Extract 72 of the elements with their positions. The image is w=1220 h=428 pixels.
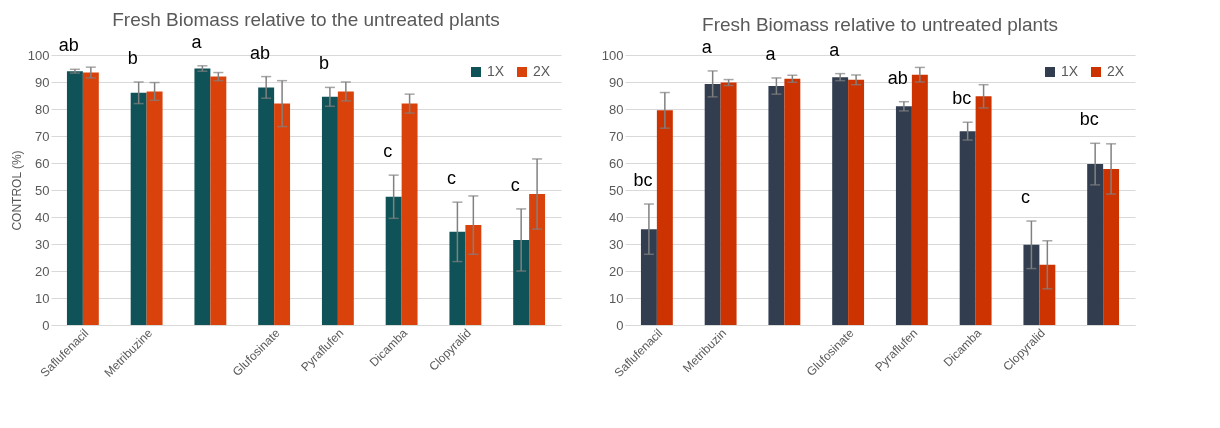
- chart-title: Fresh Biomass relative to untreated plants: [702, 13, 1058, 35]
- y-tick-label: 40: [35, 209, 50, 225]
- annotation: a: [829, 39, 841, 60]
- bar: [1023, 244, 1040, 325]
- annotation: b: [318, 53, 329, 74]
- bar: [449, 231, 466, 325]
- text: a: [191, 31, 203, 52]
- bar: [513, 239, 530, 325]
- y-tick-label: 60: [609, 155, 624, 171]
- y-tick-label: 80: [609, 101, 624, 117]
- bar: [82, 72, 99, 325]
- bar: [321, 96, 338, 325]
- annotation: c: [510, 174, 520, 195]
- annotation: ab: [250, 42, 271, 63]
- bar: [911, 74, 928, 325]
- bar: [1087, 164, 1104, 325]
- y-tick-label: 100: [27, 47, 50, 63]
- bar: [465, 225, 482, 325]
- y-tick-label: 10: [609, 290, 624, 306]
- annotation: b: [127, 48, 138, 68]
- bar: [274, 103, 291, 325]
- bar: [656, 110, 673, 325]
- chart-title: Fresh Biomass relative to the untreated plants: [112, 8, 500, 30]
- annotation: ab: [887, 67, 908, 88]
- y-tick-label: 20: [35, 263, 50, 279]
- annotation: c: [446, 168, 456, 189]
- annotation: bc: [633, 170, 653, 191]
- y-tick-label: 90: [35, 74, 50, 90]
- bar: [975, 96, 992, 325]
- annotation: bc: [1079, 109, 1099, 130]
- y-tick-label: 70: [609, 128, 624, 144]
- legend-label: 1X: [1061, 63, 1079, 79]
- text: ab: [58, 35, 79, 56]
- bar: [529, 194, 546, 325]
- bar: [768, 86, 785, 325]
- bar: [337, 91, 354, 325]
- y-tick-label: 90: [609, 74, 624, 90]
- bar: [401, 103, 418, 325]
- y-tick-label: 0: [42, 317, 50, 333]
- y-tick-label: 30: [609, 236, 624, 252]
- bar: [258, 87, 275, 325]
- y-tick-label: 40: [609, 209, 624, 225]
- annotation: c: [1020, 187, 1030, 208]
- bar: [146, 91, 163, 325]
- legend-label: 1X: [487, 63, 505, 79]
- bar: [959, 131, 976, 325]
- annotation: a: [765, 43, 777, 64]
- bar: [130, 92, 147, 325]
- bar: [704, 83, 721, 325]
- y-tick-label: 100: [601, 47, 624, 63]
- y-axis-title: CONTROL (%): [9, 150, 24, 231]
- bar: [1103, 168, 1120, 325]
- annotation: bc: [952, 88, 972, 109]
- bar: [385, 196, 402, 325]
- y-tick-label: 50: [609, 182, 624, 198]
- y-tick-label: 60: [35, 155, 50, 171]
- bar: [848, 79, 865, 325]
- annotation: c: [383, 141, 393, 162]
- bar: [66, 71, 83, 325]
- y-tick-label: 10: [35, 290, 50, 306]
- legend-label: 2X: [1107, 63, 1125, 79]
- y-tick-label: 0: [616, 317, 624, 333]
- y-tick-label: 70: [35, 128, 50, 144]
- bar: [1039, 264, 1056, 325]
- bar: [640, 229, 657, 325]
- y-tick-label: 50: [35, 182, 50, 198]
- bar: [895, 106, 912, 325]
- y-tick-label: 30: [35, 236, 50, 252]
- y-tick-label: 80: [35, 101, 50, 117]
- y-tick-label: 20: [609, 263, 624, 279]
- legend-label: 2X: [533, 63, 551, 79]
- annotation: a: [701, 36, 713, 57]
